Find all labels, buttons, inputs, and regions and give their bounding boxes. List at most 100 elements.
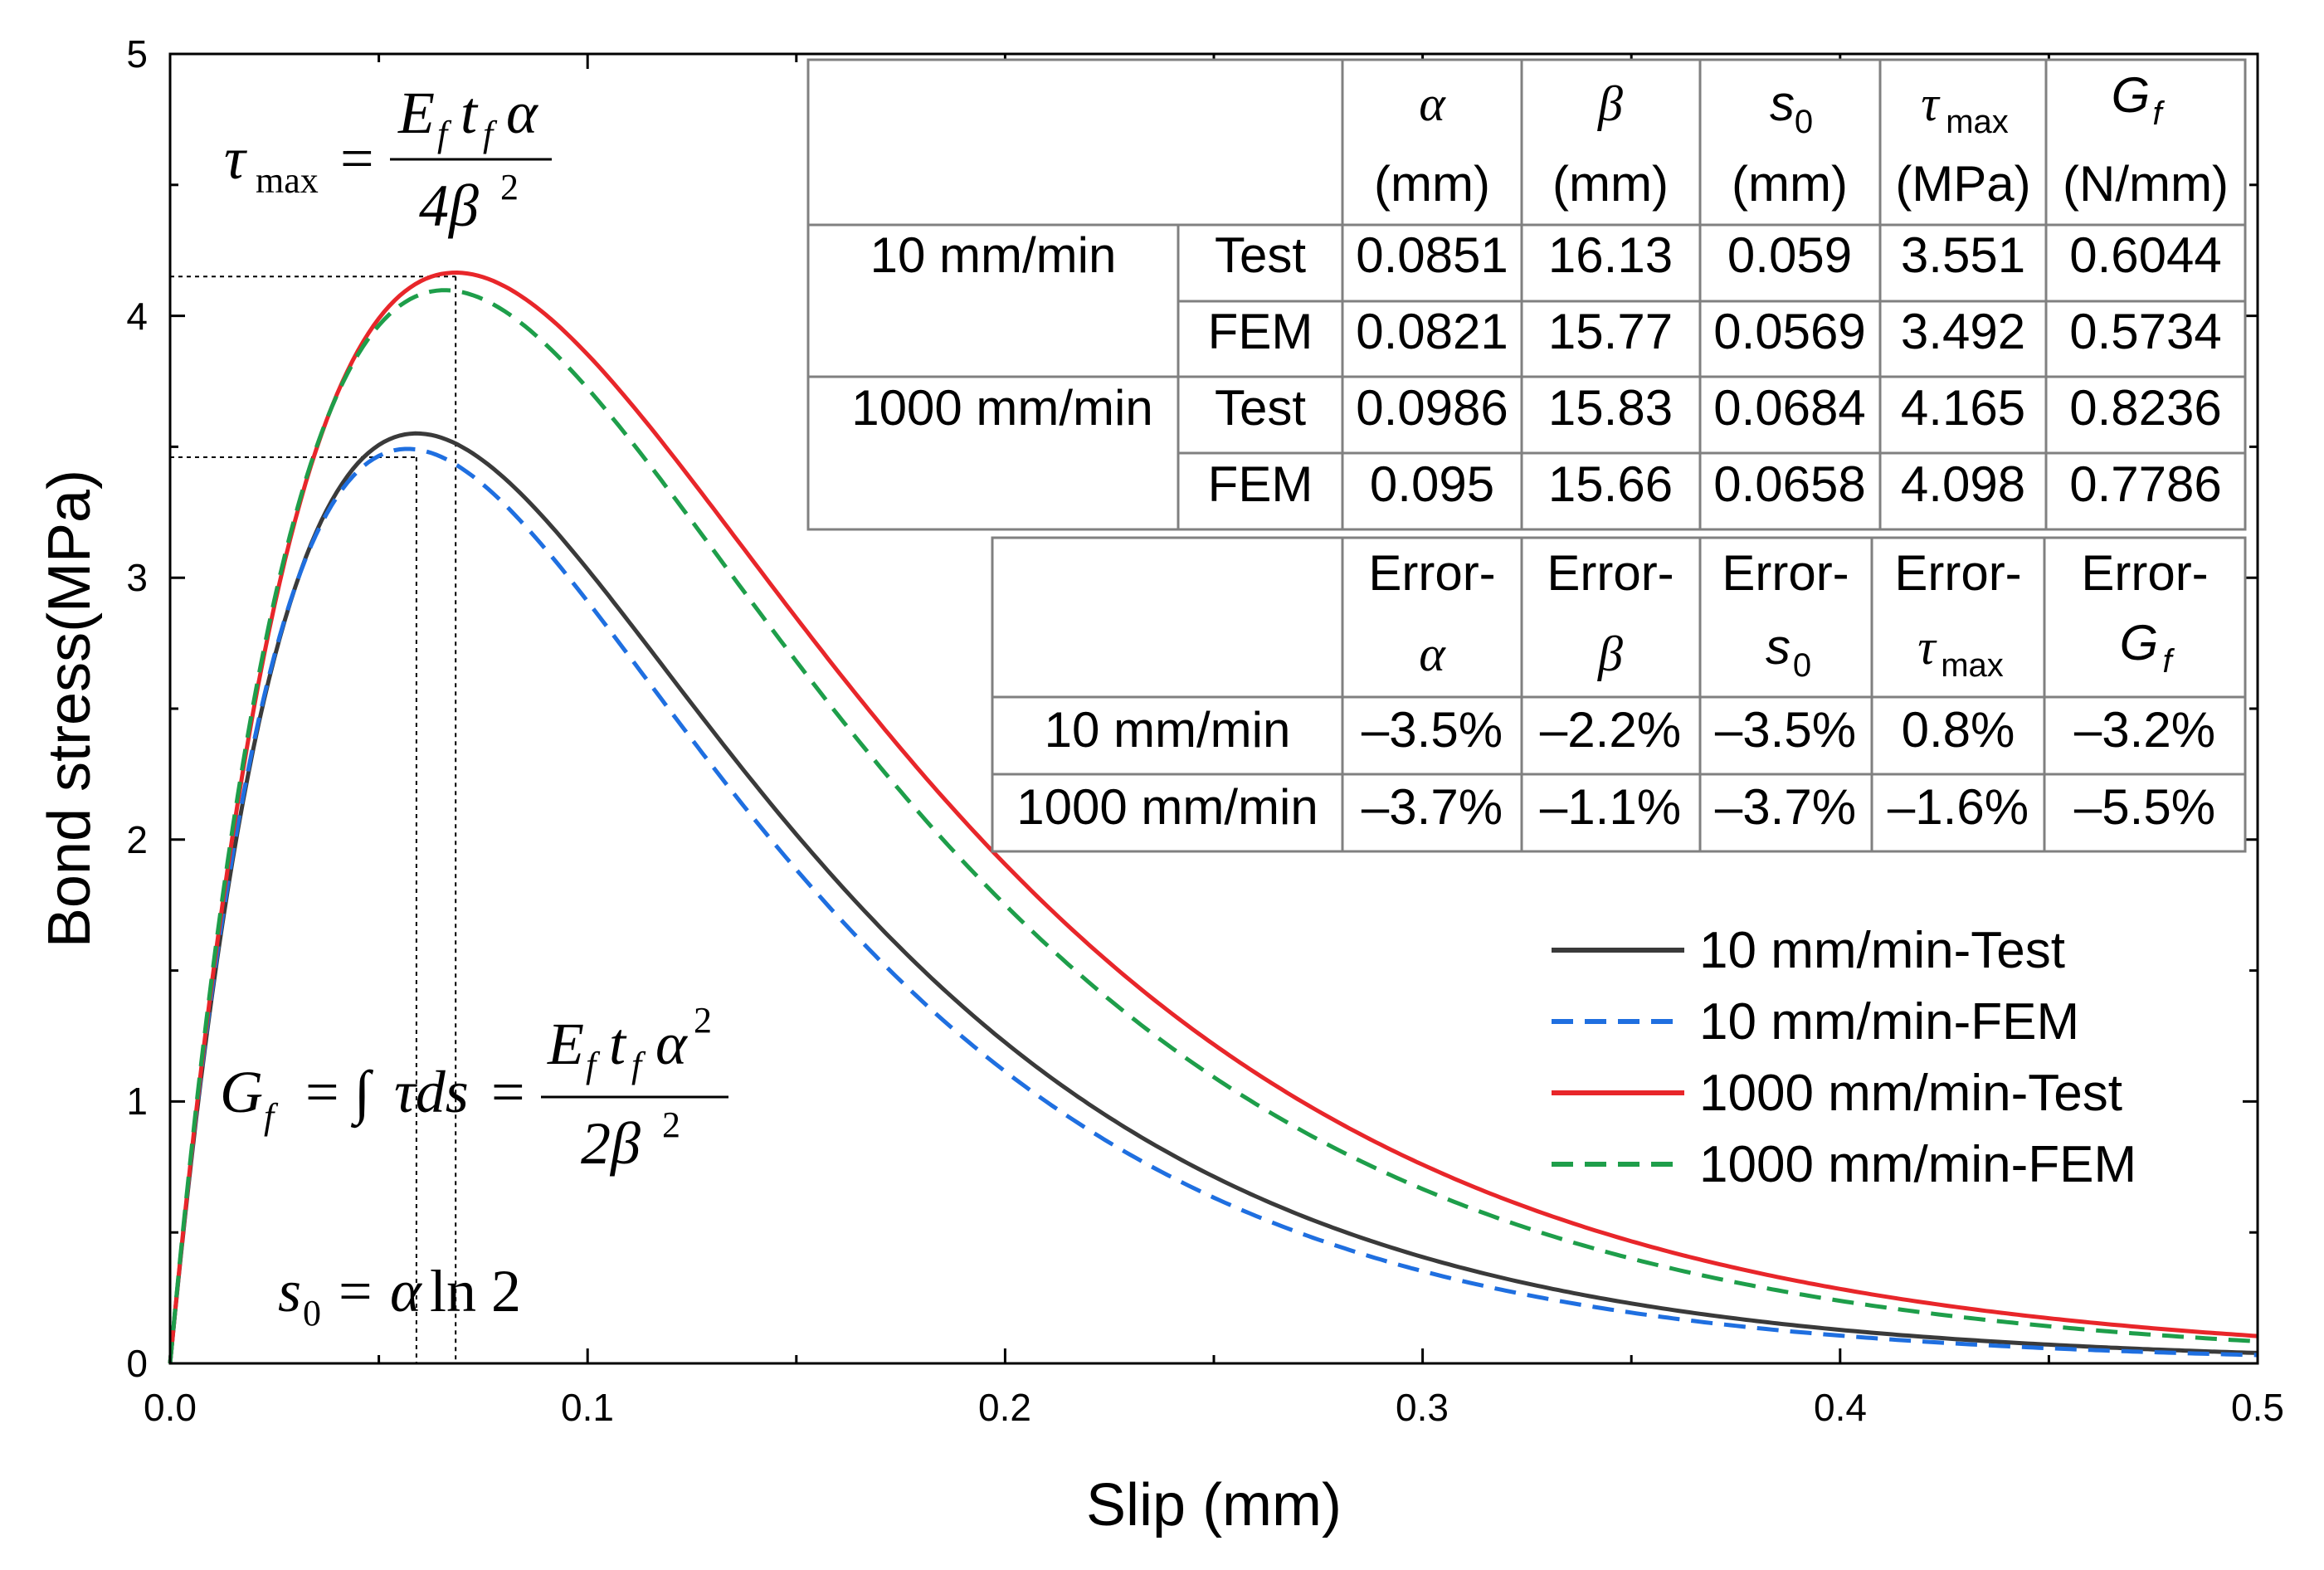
formula-denominator-sup: 2 [500,167,519,207]
table-rate-label: 1000 mm/min [1016,779,1318,835]
table-grid [808,60,2245,529]
y-tick-label: 3 [126,556,148,599]
header-unit: (MPa) [1895,156,2030,212]
x-tick-labels: 0.0 0.1 0.2 0.3 0.4 0.5 [144,1386,2284,1429]
header-symbol-alpha: α [1419,627,1446,681]
table-cell: –3.2% [2074,702,2215,758]
header-top: Error- [1368,545,1495,601]
table-cell: –3.5% [1715,702,1856,758]
table-rate-label: 10 mm/min [1045,702,1291,758]
parameter-table: α (mm) β (mm) s 0 (mm) τ max (MPa) G f (… [806,58,2247,531]
table-header: α (mm) β (mm) s 0 (mm) τ max (MPa) G f (… [1374,67,2229,212]
formula-numerator-e: E [547,1011,584,1077]
header-unit: (N/mm) [2063,156,2229,212]
formula-tau-max: τ max = E f t f α 4β 2 [224,80,552,239]
legend-label: 10 mm/min-Test [1699,922,2065,979]
y-tick-label: 0 [126,1342,148,1385]
table-cell: 0.6044 [2069,227,2222,283]
curve-1000mm-fem [168,288,2258,1364]
formula-numerator-alpha: α [506,80,538,146]
table-rate-label: 1000 mm/min [851,380,1152,436]
formula-numerator-e: E [397,80,435,146]
y-tick-label: 1 [126,1080,148,1123]
table-cell: 0.0569 [1713,304,1866,359]
legend-label: 1000 mm/min-FEM [1699,1136,2136,1193]
table-cell: –3.5% [1362,702,1503,758]
table-cell: 4.165 [1901,380,2025,436]
y-tick-label: 5 [126,32,148,76]
error-table: Error- α Error- β Error- s 0 Error- τ ma… [991,536,2247,853]
table-cell: –2.2% [1540,702,1681,758]
formula-symbol: τ [224,125,247,192]
x-tick-label: 0.0 [144,1386,197,1429]
header-top: Error- [1547,545,1674,601]
header-symbol-tau: τ [1917,620,1937,675]
formula-subscript: 0 [303,1293,321,1334]
table-type-label: Test [1215,227,1306,283]
header-symbol-beta: β [1597,76,1623,131]
header-subscript: max [1946,104,2009,140]
table-type-label: Test [1215,380,1306,436]
error-table-header: Error- α Error- β Error- s 0 Error- τ ma… [1368,545,2208,684]
header-unit: (mm) [1732,156,1848,212]
table-cell: 0.059 [1727,227,1852,283]
table-values: 0.0851 16.13 0.059 3.551 0.6044 0.0821 1… [1356,227,2222,512]
formula-numerator-t: t [460,80,479,146]
peak-guide-lines [170,275,457,1363]
formula-denominator-sup: 2 [662,1104,680,1145]
legend-label: 10 mm/min-FEM [1699,993,2079,1051]
table-cell: 0.0684 [1713,380,1866,436]
y-axis-title: Bond stress(MPa) [37,470,103,948]
formula-symbol: s [278,1258,301,1324]
table-cell: 0.0821 [1356,304,1508,359]
header-top: Error- [2081,545,2208,601]
table-cell: 0.0851 [1356,227,1508,283]
table-cell: 15.66 [1548,456,1673,512]
header-top: Error- [1722,545,1849,601]
formula-s0: s 0 = α ln 2 [278,1258,521,1334]
formula-numerator-sup: 2 [694,1000,712,1041]
x-axis-title: Slip (mm) [1086,1472,1342,1538]
table-border [806,58,2247,531]
header-symbol-beta: β [1597,627,1623,681]
header-subscript: max [1941,647,2004,684]
table-rate-label: 10 mm/min [870,227,1117,283]
formula-equals: = [340,125,374,192]
formula-tau-ds: τds [394,1059,469,1125]
series-layer [168,270,2258,1364]
table-cell: 15.83 [1548,380,1673,436]
formula-numerator-t: t [609,1011,627,1077]
table-cell: 0.7786 [2069,456,2222,512]
error-table-values: 10 mm/min –3.5% –2.2% –3.5% 0.8% –3.2% 1… [1016,702,2215,835]
header-top: Error- [1894,545,2021,601]
header-subscript: 0 [1793,647,1811,684]
x-tick-label: 0.2 [978,1386,1031,1429]
table-cell: 0.0658 [1713,456,1866,512]
header-subscript: 0 [1795,104,1813,140]
table-cell: 0.5734 [2069,304,2222,359]
formula-integral: = ∫ [305,1059,374,1129]
table-cell: –1.6% [1888,779,2029,835]
table-border [991,536,2247,853]
table-type-labels: Test FEM Test FEM [1208,227,1313,512]
header-unit: (mm) [1374,156,1490,212]
formula-denominator: 4β [419,173,479,239]
header-unit: (mm) [1552,156,1669,212]
table-cell: –1.1% [1540,779,1681,835]
table-type-label: FEM [1208,456,1313,512]
table-cell: 16.13 [1548,227,1673,283]
formula-equals: = [491,1059,525,1125]
legend: 10 mm/min-Test 10 mm/min-FEM 1000 mm/min… [1552,922,2136,1193]
x-tick-label: 0.1 [561,1386,614,1429]
header-symbol-g: G [2112,67,2151,123]
table-cell: –3.7% [1715,779,1856,835]
formula-equals: = [339,1258,373,1324]
formula-ln2: ln 2 [430,1258,521,1324]
formula-denominator: 2β [581,1110,641,1177]
header-symbol-alpha: α [1419,76,1446,131]
x-tick-label: 0.3 [1396,1386,1449,1429]
y-tick-label: 4 [126,295,148,338]
x-tick-label: 0.5 [2231,1386,2284,1429]
header-symbol-s: s [1766,619,1791,675]
